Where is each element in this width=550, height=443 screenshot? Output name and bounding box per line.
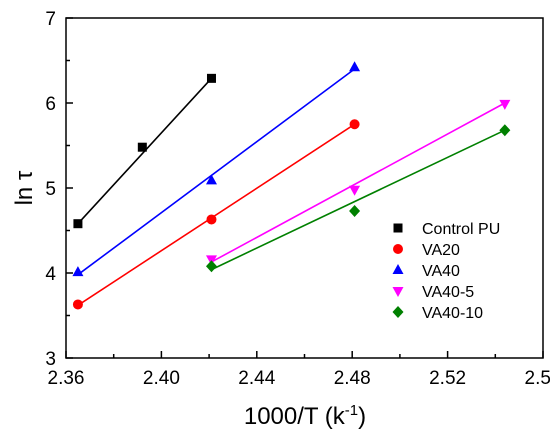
x-axis-title-suffix: ) (358, 403, 366, 430)
y-tick-label: 4 (45, 264, 56, 285)
legend-label-va40-5: VA40-5 (422, 284, 474, 301)
x-tick-label: 2.48 (334, 368, 371, 389)
legend-marker-va20 (393, 244, 403, 254)
data-point-va20 (72, 299, 83, 310)
y-tick-label: 3 (45, 349, 56, 370)
y-axis-title: ln τ (11, 170, 38, 205)
x-tick-label: 2.36 (48, 368, 85, 389)
data-point-control-pu (206, 73, 216, 83)
data-point-va40-10 (349, 204, 361, 217)
legend: Control PU VA20 VA40 VA40-5 VA40-10 (392, 221, 500, 322)
legend-label-va40: VA40 (422, 263, 460, 280)
y-axis-ticks: 3 4 5 6 7 (45, 9, 73, 370)
data-point-va40 (349, 61, 361, 72)
legend-marker-va40-5 (392, 287, 404, 297)
y-tick-label: 5 (45, 179, 56, 200)
x-tick-label: 2.56 (525, 368, 550, 389)
x-axis-title-sup: -1 (345, 402, 358, 419)
fit-line-va40-5 (211, 102, 506, 263)
fit-line-va20 (77, 123, 356, 306)
fit-line-va40 (77, 68, 356, 276)
data-point-control-pu (137, 142, 147, 152)
legend-marker-va40-10 (392, 306, 404, 318)
y-tick-label: 6 (45, 94, 56, 115)
legend-marker-control-pu (393, 223, 403, 233)
data-point-control-pu (73, 219, 83, 229)
legend-marker-va40 (392, 264, 404, 274)
x-axis-ticks: 2.36 2.40 2.44 2.48 2.52 2.56 (48, 351, 550, 389)
legend-label-va20: VA20 (422, 242, 460, 259)
data-point-va40-10 (205, 260, 217, 273)
x-axis-title: 1000/T (k-1) (244, 402, 366, 430)
fit-line-va40-10 (211, 129, 506, 271)
data-point-va20 (206, 214, 217, 225)
data-point-va40-5 (499, 99, 511, 110)
y-tick-label: 7 (45, 9, 56, 30)
legend-label-control-pu: Control PU (422, 221, 500, 238)
legend-label-va40-10: VA40-10 (422, 305, 483, 322)
data-point-va20 (349, 119, 360, 130)
x-tick-label: 2.44 (238, 368, 275, 389)
data-point-va40 (72, 266, 84, 277)
x-tick-label: 2.52 (429, 368, 466, 389)
x-axis-title-main: 1000/T (k (244, 403, 346, 430)
data-point-va40-5 (349, 185, 361, 196)
data-point-va40 (205, 174, 217, 185)
x-tick-label: 2.40 (143, 368, 180, 389)
data-markers (72, 61, 511, 310)
data-point-va40-10 (499, 124, 511, 137)
